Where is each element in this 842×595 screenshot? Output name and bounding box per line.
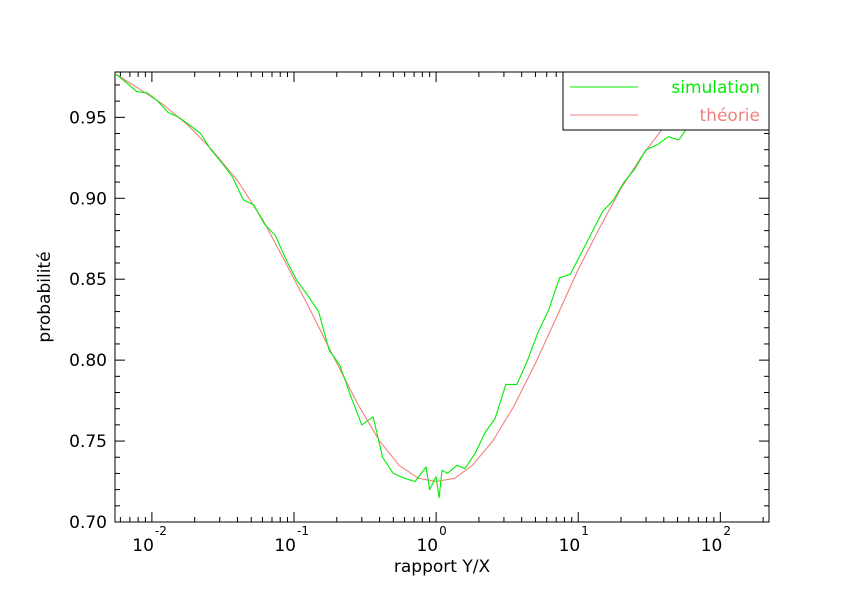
legend-box bbox=[562, 71, 770, 131]
x-tick-exponent: -1 bbox=[297, 524, 309, 538]
x-tick-exponent: 2 bbox=[723, 524, 731, 538]
y-axis-label: probabilité bbox=[35, 251, 55, 342]
x-tick-base: 10 bbox=[701, 536, 723, 556]
axis-ticks bbox=[115, 72, 769, 523]
y-tick-labels: 0.70 0.75 0.80 0.85 0.90 0.95 bbox=[69, 108, 107, 533]
x-tick-label: 102 bbox=[701, 524, 731, 556]
x-tick-base: 10 bbox=[132, 536, 154, 556]
series-layer bbox=[114, 73, 690, 499]
x-tick-exponent: -2 bbox=[155, 524, 167, 538]
x-tick-label: 100 bbox=[416, 524, 446, 556]
x-tick-exponent: 0 bbox=[439, 524, 447, 538]
series-line-simulation bbox=[114, 73, 690, 499]
x-tick-label: 10-1 bbox=[274, 524, 309, 556]
y-tick-label: 0.70 bbox=[69, 513, 107, 533]
y-tick-label: 0.90 bbox=[69, 189, 107, 209]
x-tick-base: 10 bbox=[274, 536, 296, 556]
plot-frame bbox=[114, 71, 770, 523]
y-tick-label: 0.75 bbox=[69, 432, 107, 452]
x-tick-label: 10-2 bbox=[132, 524, 167, 556]
series-line-theorie bbox=[114, 73, 690, 483]
x-tick-base: 10 bbox=[416, 536, 438, 556]
x-tick-label: 101 bbox=[559, 524, 589, 556]
x-tick-base: 10 bbox=[559, 536, 581, 556]
legend-label-simulation: simulation bbox=[671, 78, 760, 98]
y-tick-label: 0.80 bbox=[69, 351, 107, 371]
x-tick-exponent: 1 bbox=[581, 524, 589, 538]
y-tick-label: 0.85 bbox=[69, 270, 107, 290]
legend: simulation théorie bbox=[562, 71, 770, 131]
y-tick-label: 0.95 bbox=[69, 108, 107, 128]
legend-label-theorie: théorie bbox=[700, 106, 760, 126]
x-axis-label: rapport Y/X bbox=[394, 557, 491, 577]
